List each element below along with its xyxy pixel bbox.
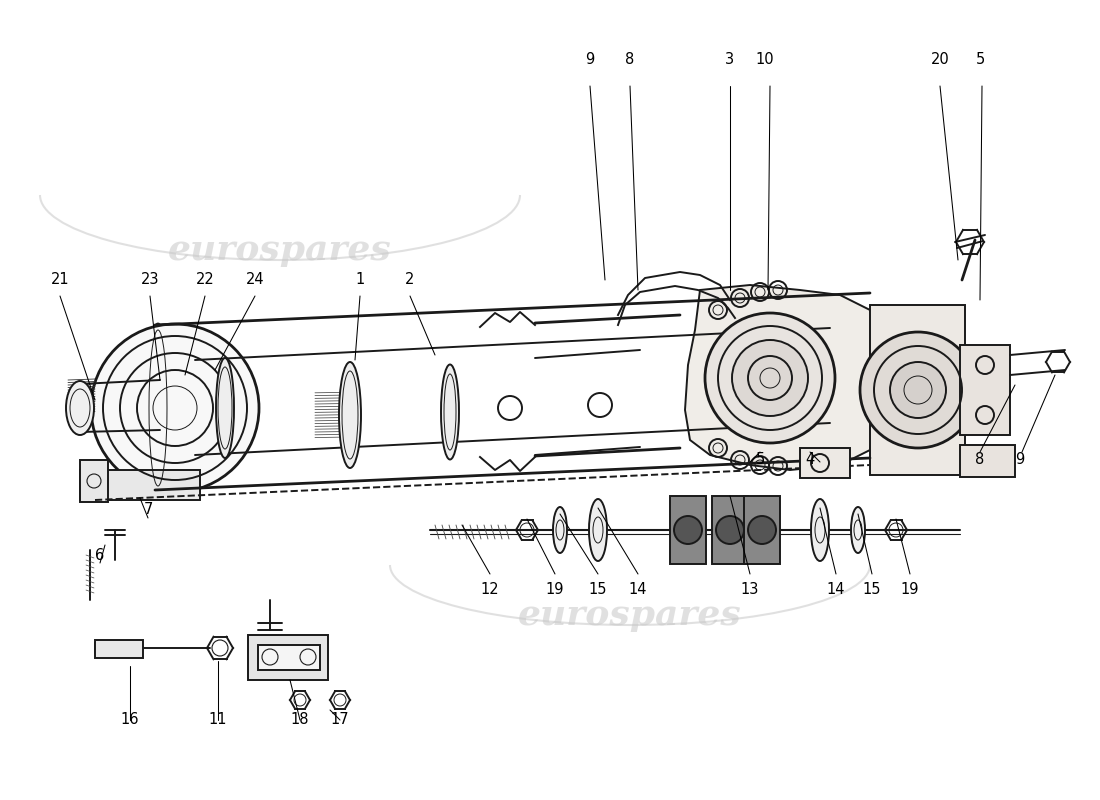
Text: 23: 23 — [141, 273, 160, 287]
Bar — [248, 635, 328, 680]
Text: 20: 20 — [931, 53, 949, 67]
Circle shape — [716, 516, 744, 544]
Text: 24: 24 — [245, 273, 264, 287]
Text: 14: 14 — [629, 582, 647, 598]
Bar — [258, 645, 320, 670]
Bar — [80, 460, 108, 502]
Text: 6: 6 — [96, 547, 104, 562]
Text: 5: 5 — [756, 453, 764, 467]
Text: 9: 9 — [1015, 453, 1024, 467]
Text: 21: 21 — [51, 273, 69, 287]
Polygon shape — [480, 312, 535, 471]
Polygon shape — [685, 285, 880, 470]
Text: 11: 11 — [209, 713, 228, 727]
Circle shape — [705, 313, 835, 443]
Bar — [712, 496, 748, 564]
Text: 14: 14 — [827, 582, 845, 598]
Text: eurospares: eurospares — [168, 233, 392, 267]
Circle shape — [674, 516, 702, 544]
Text: 19: 19 — [901, 582, 920, 598]
Text: 9: 9 — [585, 53, 595, 67]
Text: 2: 2 — [405, 273, 415, 287]
Text: 22: 22 — [196, 273, 214, 287]
Text: 19: 19 — [546, 582, 564, 598]
Text: 10: 10 — [756, 53, 774, 67]
Text: 15: 15 — [862, 582, 881, 598]
Text: 7: 7 — [143, 502, 153, 518]
Bar — [80, 470, 200, 500]
Bar — [870, 305, 965, 475]
Bar — [960, 445, 1015, 477]
Circle shape — [890, 362, 946, 418]
Text: 5: 5 — [976, 53, 984, 67]
Text: 8: 8 — [976, 453, 984, 467]
Text: 8: 8 — [626, 53, 635, 67]
Text: 16: 16 — [121, 713, 140, 727]
Ellipse shape — [553, 507, 566, 553]
Text: 13: 13 — [740, 582, 759, 598]
Bar — [95, 640, 143, 658]
Circle shape — [860, 332, 976, 448]
Ellipse shape — [441, 365, 459, 459]
Bar — [670, 496, 706, 564]
Bar — [960, 345, 1010, 435]
Circle shape — [91, 324, 258, 492]
Text: 12: 12 — [481, 582, 499, 598]
Text: eurospares: eurospares — [518, 598, 741, 632]
Text: 3: 3 — [725, 53, 735, 67]
Ellipse shape — [588, 499, 607, 561]
Text: 17: 17 — [331, 713, 350, 727]
Ellipse shape — [851, 507, 865, 553]
Text: 1: 1 — [355, 273, 364, 287]
Ellipse shape — [147, 324, 169, 492]
Bar — [800, 448, 850, 478]
Ellipse shape — [811, 499, 829, 561]
Text: 15: 15 — [588, 582, 607, 598]
Ellipse shape — [216, 358, 234, 458]
Circle shape — [748, 516, 775, 544]
Circle shape — [732, 340, 808, 416]
Ellipse shape — [339, 362, 361, 468]
Ellipse shape — [66, 381, 94, 435]
Text: 18: 18 — [290, 713, 309, 727]
Bar — [744, 496, 780, 564]
Text: 4: 4 — [805, 453, 815, 467]
